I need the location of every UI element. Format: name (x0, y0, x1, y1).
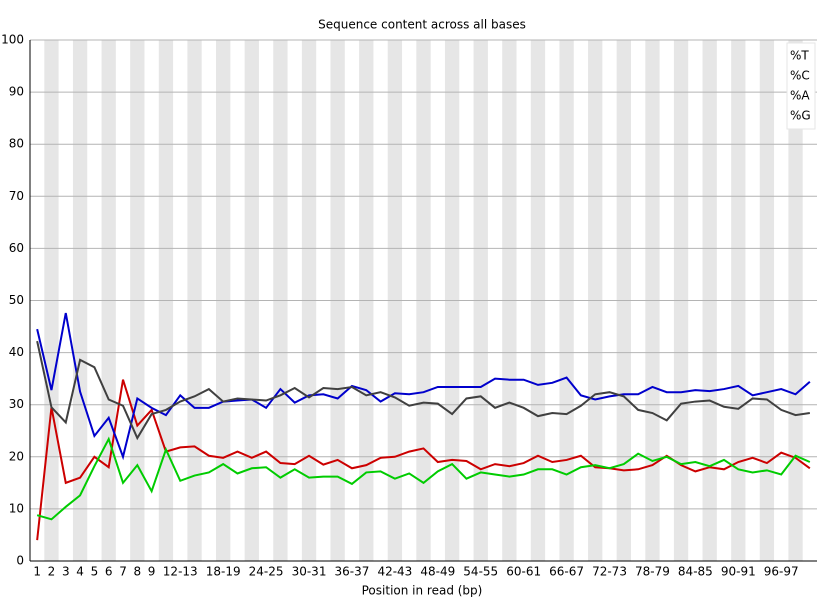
chart-title: Sequence content across all bases (318, 18, 526, 32)
x-tick-label: 60-61 (506, 565, 541, 579)
legend-entry: %C (790, 69, 810, 83)
legend-box (786, 42, 816, 130)
legend-entry: %G (790, 109, 811, 123)
x-tick-label: 8 (133, 565, 141, 579)
y-tick-label: 90 (9, 85, 24, 99)
series-line (36, 340, 810, 441)
x-tick-label: 72-73 (592, 565, 627, 579)
x-tick-label: 24-25 (249, 565, 284, 579)
y-tick-label: 70 (9, 189, 24, 203)
y-tick-label: 100 (1, 33, 24, 47)
x-tick-label: 78-79 (635, 565, 670, 579)
x-tick-label: 90-91 (721, 565, 756, 579)
x-axis-label: Position in read (bp) (362, 584, 483, 598)
x-tick-label: 6 (105, 565, 113, 579)
x-tick-label: 2 (48, 565, 56, 579)
x-tick-label: 9 (148, 565, 156, 579)
y-tick-label: 60 (9, 241, 24, 255)
y-tick-label: 30 (9, 397, 24, 411)
y-tick-label: 0 (16, 554, 24, 568)
x-tick-label: 42-43 (377, 565, 412, 579)
legend-entry: %A (790, 89, 810, 103)
x-tick-label: 1 (33, 565, 41, 579)
x-tick-label: 30-31 (292, 565, 327, 579)
x-tick-label: 96-97 (764, 565, 799, 579)
y-tick-label: 50 (9, 293, 24, 307)
y-tick-label: 80 (9, 137, 24, 151)
x-tick-label: 48-49 (420, 565, 455, 579)
legend-entry: %T (790, 49, 809, 63)
x-tick-label: 3 (62, 565, 70, 579)
x-tick-label: 5 (91, 565, 99, 579)
series-line (36, 436, 811, 521)
y-tick-label: 40 (9, 345, 24, 359)
x-tick-label: 66-67 (549, 565, 584, 579)
x-tick-label: 54-55 (463, 565, 498, 579)
x-tick-label: 12-13 (163, 565, 198, 579)
y-tick-label: 10 (9, 501, 24, 515)
series-line (36, 312, 811, 461)
x-tick-label: 36-37 (335, 565, 370, 579)
x-tick-label: 7 (119, 565, 127, 579)
x-tick-label: 84-85 (678, 565, 713, 579)
x-tick-label: 18-19 (206, 565, 241, 579)
x-tick-label: 4 (76, 565, 84, 579)
y-tick-label: 20 (9, 449, 24, 463)
